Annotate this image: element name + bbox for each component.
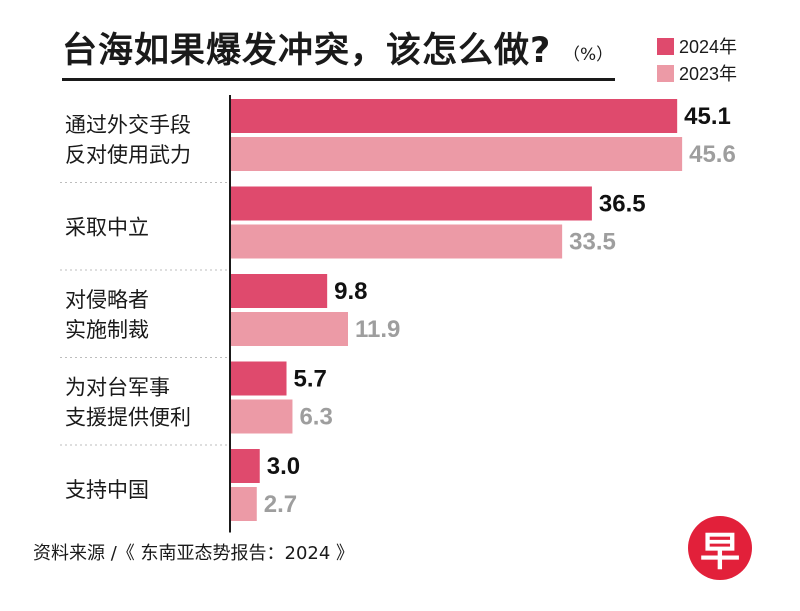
legend-label-2023: 2023年: [679, 64, 738, 84]
data-label: 11.9: [355, 316, 400, 343]
bar-2023年-0: [230, 137, 683, 171]
data-label: 9.8: [334, 278, 367, 305]
category-label: 为对台军事: [65, 375, 170, 399]
bar-2024年-1: [230, 186, 592, 221]
bar-2023年-2: [230, 312, 348, 346]
data-label: 3.0: [267, 453, 300, 480]
category-label: 通过外交手段: [65, 113, 191, 137]
data-label: 36.5: [599, 191, 646, 218]
legend-swatch-2024: [657, 37, 674, 55]
title-underline: [62, 78, 615, 81]
legend-swatch-2023: [657, 64, 674, 82]
legend-item-2024: 2024年: [657, 36, 738, 57]
bar-2024年-4: [230, 449, 260, 483]
category-label: 采取中立: [65, 215, 149, 239]
bar-2023年-4: [230, 487, 257, 521]
category-label: 支援提供便利: [65, 405, 191, 429]
bar-2023年-3: [230, 399, 293, 434]
bar-2024年-2: [230, 274, 328, 308]
category-label: 实施制裁: [65, 318, 149, 342]
unit-label: （%）: [563, 45, 614, 65]
legend-label-2024: 2024年: [679, 37, 738, 57]
source-note: 资料来源 /《 东南亚态势报告：2024 》: [33, 543, 355, 564]
data-label: 5.7: [294, 366, 327, 393]
category-label: 反对使用武力: [65, 143, 191, 167]
chart-title: 台海如果爆发冲突，该怎么做?: [62, 31, 552, 71]
category-label: 对侵略者: [65, 288, 149, 312]
bar-2023年-1: [230, 224, 563, 259]
data-label: 45.6: [689, 141, 736, 168]
data-label: 33.5: [569, 229, 616, 256]
bar-2024年-3: [230, 361, 287, 396]
data-label: 2.7: [264, 491, 297, 518]
zaobao-logo: 早: [688, 516, 752, 580]
category-label: 支持中国: [65, 478, 149, 502]
legend-item-2023: 2023年: [657, 63, 738, 84]
data-label: 45.1: [684, 103, 731, 130]
bar-2024年-0: [230, 99, 678, 133]
data-label: 6.3: [299, 404, 332, 431]
